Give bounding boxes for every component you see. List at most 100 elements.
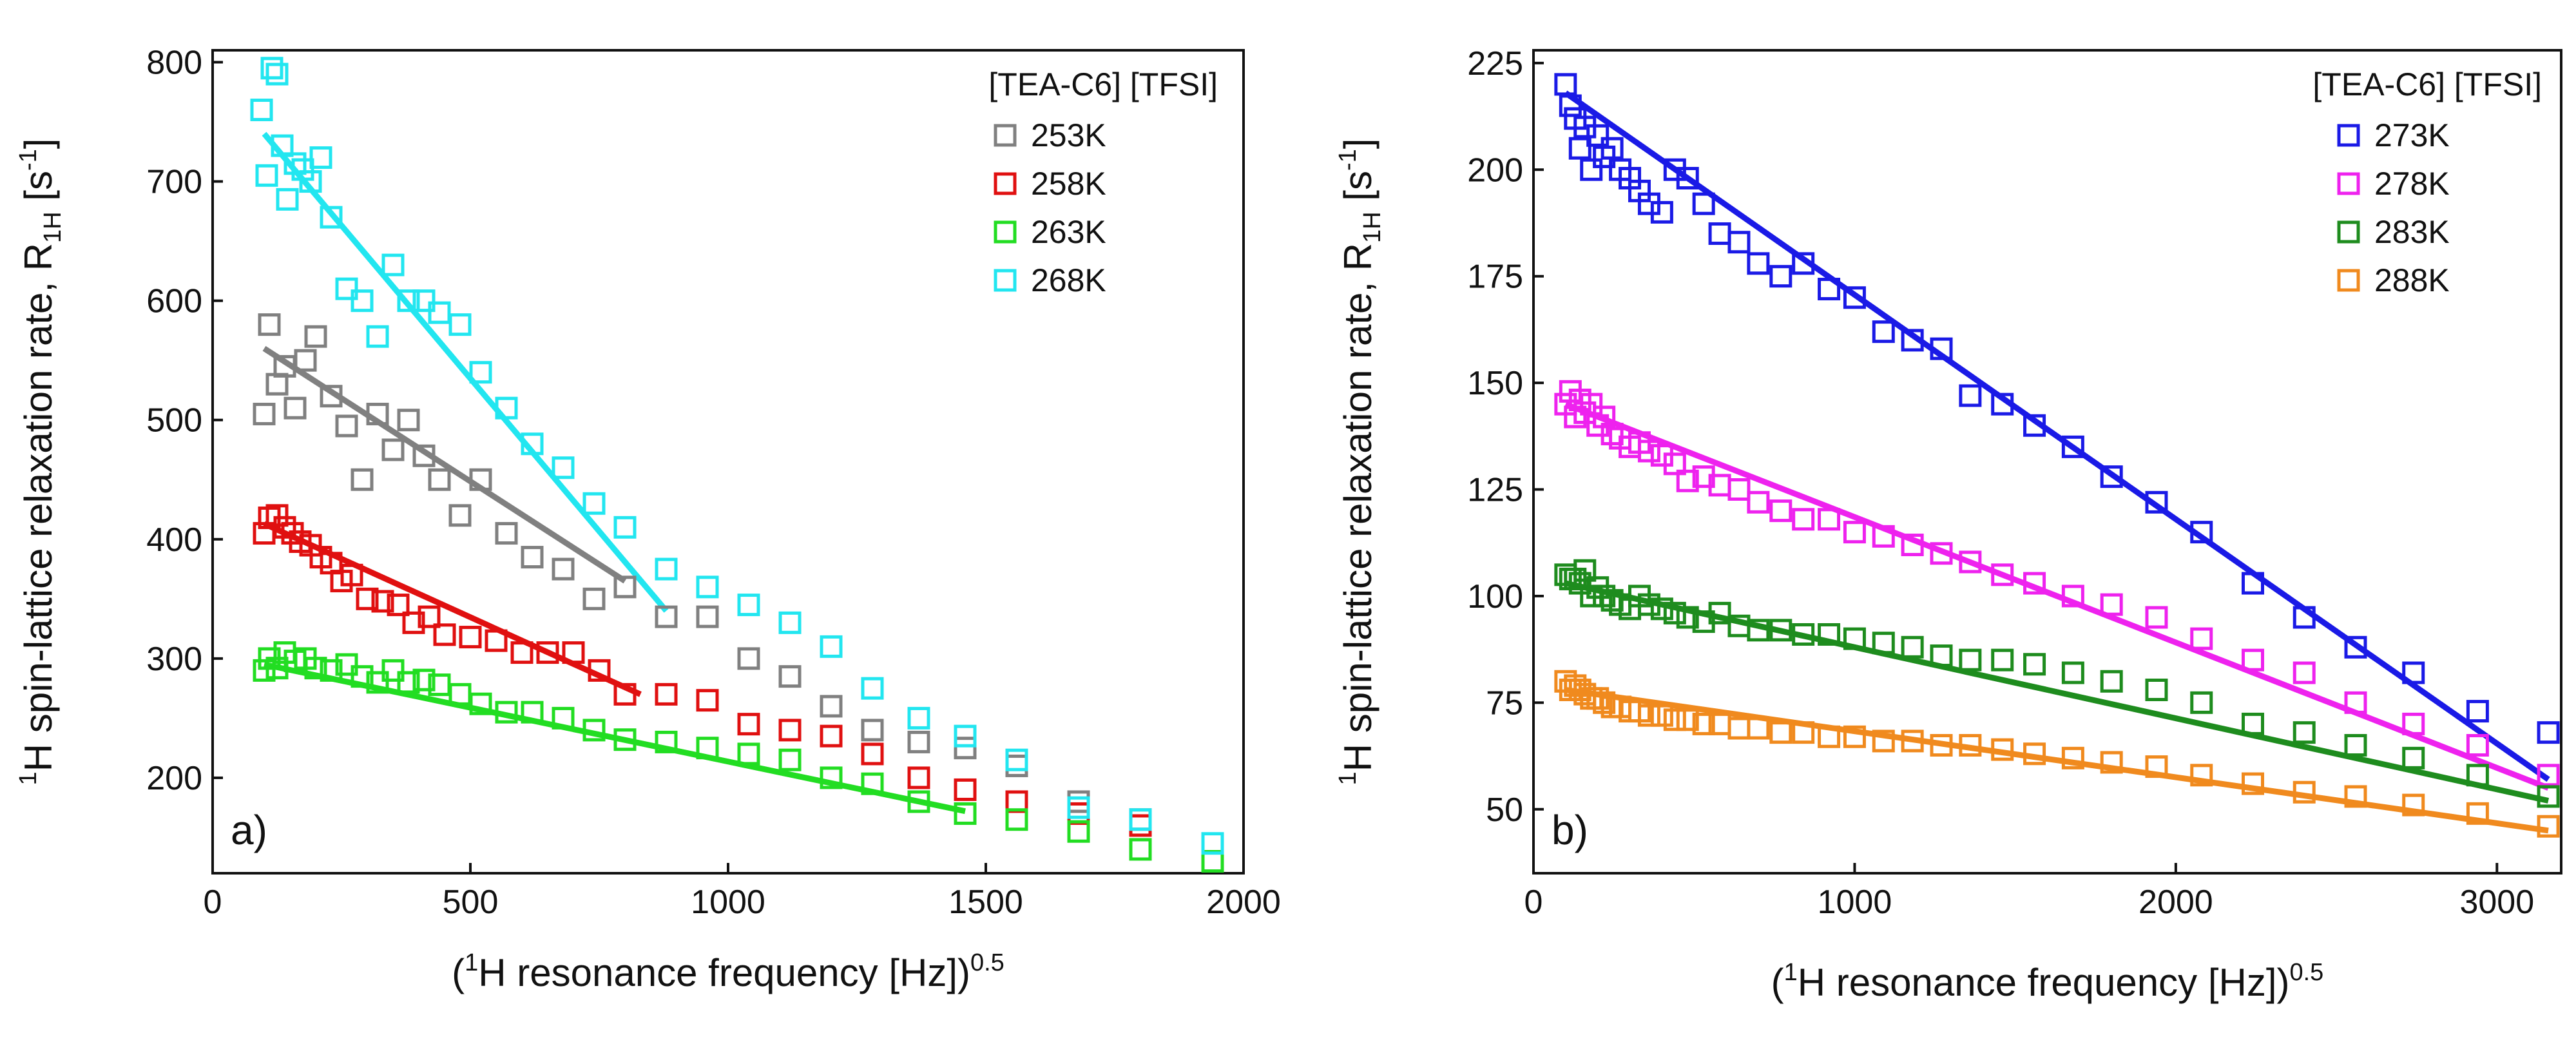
data-point-253K xyxy=(1005,754,1028,777)
data-point-253K xyxy=(294,349,317,372)
data-point-283K xyxy=(1818,623,1841,646)
data-point-278K xyxy=(2537,764,2560,787)
data-point-253K xyxy=(954,737,977,760)
data-point-253K xyxy=(778,665,802,688)
data-point-258K xyxy=(340,563,363,586)
data-point-273K xyxy=(1708,222,1731,246)
y-axis-title: 1H spin-lattice relaxation rate, R1H [s-… xyxy=(15,139,66,786)
data-point-288K xyxy=(2100,751,2123,774)
x-tick-label: 2000 xyxy=(1206,884,1281,921)
data-point-273K xyxy=(2100,465,2123,488)
data-point-253K xyxy=(335,414,358,438)
data-point-253K xyxy=(397,409,420,432)
data-point-253K xyxy=(412,444,436,467)
chart-panel-1: 0 500 1000 1500 2000 200 300 400 500 600 700 800 (1H… xyxy=(15,44,1281,994)
data-point-268K xyxy=(1129,808,1152,831)
data-point-283K xyxy=(2537,785,2560,808)
data-point-258K xyxy=(588,659,611,682)
legend-marker-273K xyxy=(2337,124,2360,147)
legend-label-263K: 263K xyxy=(1031,214,1106,250)
data-point-278K xyxy=(2100,593,2123,616)
legend-marker-263K xyxy=(994,220,1017,244)
legend-marker-283K xyxy=(2337,220,2360,244)
data-point-273K xyxy=(1769,265,1793,288)
data-point-263K xyxy=(655,730,678,753)
data-point-288K xyxy=(1872,730,1895,753)
x-axis-title: (1H resonance frequency [Hz])0.5 xyxy=(1771,959,2324,1004)
data-point-273K xyxy=(1872,320,1895,343)
fit-line-288K xyxy=(1565,687,2549,834)
data-point-268K xyxy=(265,63,289,86)
data-point-268K xyxy=(255,164,278,187)
data-point-278K xyxy=(1930,542,1953,565)
data-point-273K xyxy=(2402,661,2425,684)
data-point-283K xyxy=(1573,559,1597,582)
data-point-283K xyxy=(1650,597,1673,621)
data-point-263K xyxy=(737,742,760,766)
data-point-268K xyxy=(907,706,930,730)
data-point-283K xyxy=(1930,644,1953,668)
data-point-273K xyxy=(1559,94,1582,117)
data-point-253K xyxy=(304,325,327,348)
data-point-288K xyxy=(2402,793,2425,817)
legend-label-278K: 278K xyxy=(2374,166,2450,202)
data-point-288K xyxy=(1692,712,1715,735)
data-point-268K xyxy=(291,158,314,181)
data-point-268K xyxy=(552,456,575,479)
data-point-268K xyxy=(469,361,492,384)
data-point-283K xyxy=(1843,627,1866,650)
data-point-273K xyxy=(1991,392,2014,416)
data-point-288K xyxy=(1792,721,1815,744)
data-point-288K xyxy=(1959,734,1982,757)
data-point-268K xyxy=(284,152,307,175)
data-point-273K xyxy=(1586,124,1610,147)
data-point-253K xyxy=(1067,790,1090,813)
legend-marker-288K xyxy=(2337,269,2360,292)
data-point-278K xyxy=(1792,508,1815,531)
y-tick-label: 125 xyxy=(1467,472,1523,509)
data-point-273K xyxy=(2344,635,2367,659)
data-point-253K xyxy=(448,504,472,527)
data-point-258K xyxy=(907,766,930,789)
legend-label-253K: 253K xyxy=(1031,117,1106,153)
data-point-258K xyxy=(820,724,843,748)
data-point-273K xyxy=(1843,286,1866,309)
data-point-253K xyxy=(737,647,760,670)
data-point-258K xyxy=(861,742,884,766)
data-point-288K xyxy=(1991,738,2014,761)
legend-marker-278K xyxy=(2337,172,2360,195)
data-point-268K xyxy=(448,313,472,336)
data-point-253K xyxy=(366,402,389,425)
data-point-263K xyxy=(412,668,436,691)
y-tick-label: 75 xyxy=(1486,684,1523,722)
data-point-258K xyxy=(778,719,802,742)
data-point-253K xyxy=(320,385,343,408)
data-point-288K xyxy=(1818,725,1841,748)
data-point-253K xyxy=(495,522,518,545)
chart-panel-2: 0 1000 2000 3000 50 75 100 125 150 175 200 225 (1H r… xyxy=(1334,45,2562,1004)
data-point-268K xyxy=(335,277,358,300)
data-point-268K xyxy=(582,492,606,515)
data-point-278K xyxy=(1991,563,2014,586)
y-axis-title: 1H spin-lattice relaxation rate, R1H [s-… xyxy=(1334,139,1386,786)
data-point-253K xyxy=(907,730,930,753)
data-point-268K xyxy=(778,611,802,634)
data-point-263K xyxy=(1129,838,1152,861)
data-point-273K xyxy=(2466,700,2489,723)
data-point-288K xyxy=(1650,704,1673,727)
data-point-283K xyxy=(1708,601,1731,624)
y-tick-label: 400 xyxy=(146,521,202,559)
data-point-273K xyxy=(1959,384,1982,407)
data-point-273K xyxy=(2292,606,2316,629)
data-point-283K xyxy=(2402,746,2425,769)
data-point-288K xyxy=(2344,785,2367,808)
data-point-253K xyxy=(696,605,719,628)
data-point-278K xyxy=(1872,525,1895,548)
data-point-263K xyxy=(304,657,327,680)
data-point-268K xyxy=(260,57,284,80)
x-tick-label: 500 xyxy=(443,884,499,921)
data-point-263K xyxy=(495,701,518,724)
legend-title: [TEA-C6] [TFSI] xyxy=(988,66,1218,102)
data-point-258K xyxy=(696,689,719,712)
data-point-263K xyxy=(320,659,343,682)
